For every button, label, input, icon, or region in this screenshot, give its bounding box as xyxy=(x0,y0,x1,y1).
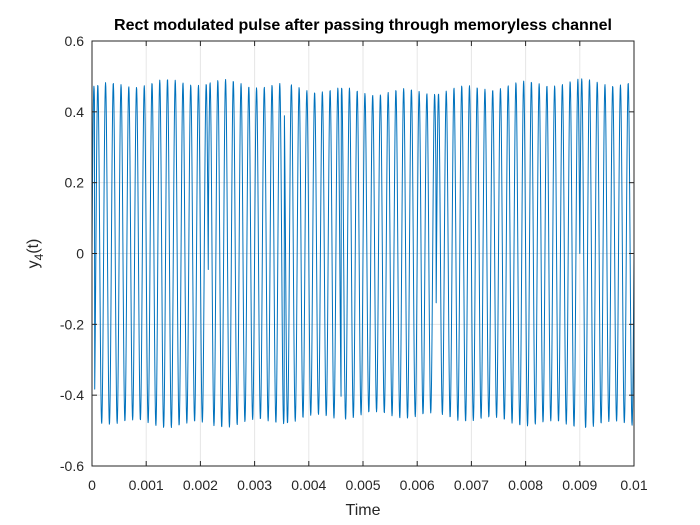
x-tick-label: 0.006 xyxy=(400,477,435,493)
y-tick-label: 0.2 xyxy=(65,175,85,191)
x-tick-label: 0.004 xyxy=(291,477,326,493)
y-axis-label-subscript: 4 xyxy=(32,253,46,260)
x-tick-label: 0.005 xyxy=(345,477,380,493)
y-axis-label-suffix: (t) xyxy=(25,239,42,254)
x-tick-label: 0.008 xyxy=(508,477,543,493)
x-tick-label: 0.01 xyxy=(620,477,647,493)
x-tick-label: 0.003 xyxy=(237,477,272,493)
x-tick-label: 0.007 xyxy=(454,477,489,493)
series-layer xyxy=(91,78,635,428)
chart-title: Rect modulated pulse after passing throu… xyxy=(114,17,612,34)
y-axis-label: y4(t) xyxy=(25,239,46,269)
x-tick-label: 0.009 xyxy=(562,477,597,493)
y-tick-label: -0.4 xyxy=(60,387,84,403)
y-tick-label: 0.4 xyxy=(65,104,85,120)
y-tick-label: -0.6 xyxy=(60,458,84,474)
series-line xyxy=(91,78,635,428)
y-tick-label: -0.2 xyxy=(60,316,84,332)
x-tick-label: 0.001 xyxy=(129,477,164,493)
y-tick-label: 0 xyxy=(76,246,84,262)
x-tick-label: 0.002 xyxy=(183,477,218,493)
y-tick-label: 0.6 xyxy=(65,33,85,49)
ticks: 0 0.001 0.002 0.003 0.004 0.005 0.006 0.007 0.00… xyxy=(60,33,648,493)
y-axis-label-base: y xyxy=(25,260,42,268)
x-axis-label: Time xyxy=(346,502,381,519)
x-tick-label: 0 xyxy=(88,477,96,493)
